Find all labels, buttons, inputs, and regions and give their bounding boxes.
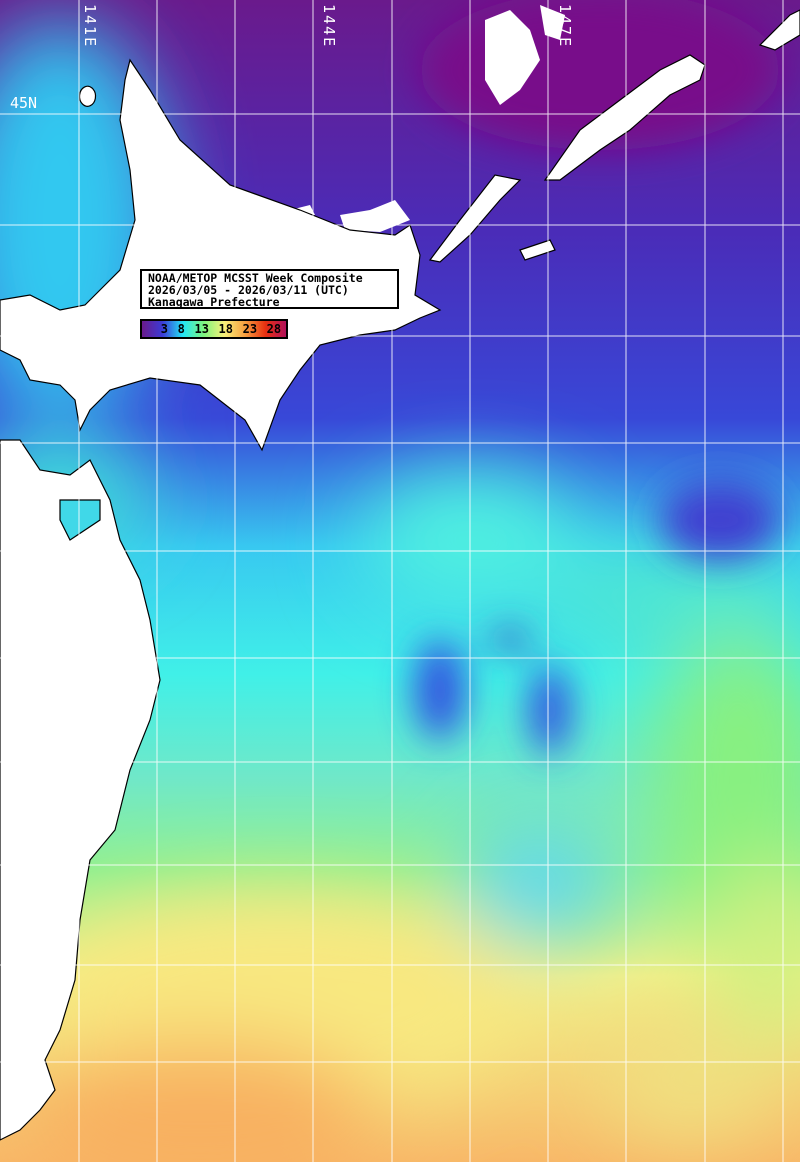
rishiri xyxy=(78,85,97,107)
title-line-dates: 2026/03/05 - 2026/03/11 (UTC) xyxy=(148,283,349,297)
color-scale: 3 8 13 18 23 28 xyxy=(140,319,288,339)
lat-label-45n: 45N xyxy=(10,94,38,112)
title-box: NOAA/METOP MCSST Week Composite 2026/03/… xyxy=(140,269,399,309)
title-line-source: Kanagawa Prefecture xyxy=(148,295,280,309)
hokkaido xyxy=(0,58,442,452)
scale-tick: 8 xyxy=(177,322,185,336)
title-line-product: NOAA/METOP MCSST Week Composite xyxy=(148,271,363,285)
scale-tick: 23 xyxy=(242,322,258,336)
scale-tick: 28 xyxy=(266,322,282,336)
lon-label-144e: 144E xyxy=(320,4,338,49)
scale-tick: 18 xyxy=(218,322,233,336)
lon-label-147e: 147E xyxy=(556,4,574,49)
kurils xyxy=(428,174,522,263)
scale-tick: 13 xyxy=(194,322,209,336)
lon-label-141e: 141E xyxy=(81,4,99,49)
scale-tick: 3 xyxy=(160,322,169,336)
kurils-north xyxy=(543,54,706,181)
